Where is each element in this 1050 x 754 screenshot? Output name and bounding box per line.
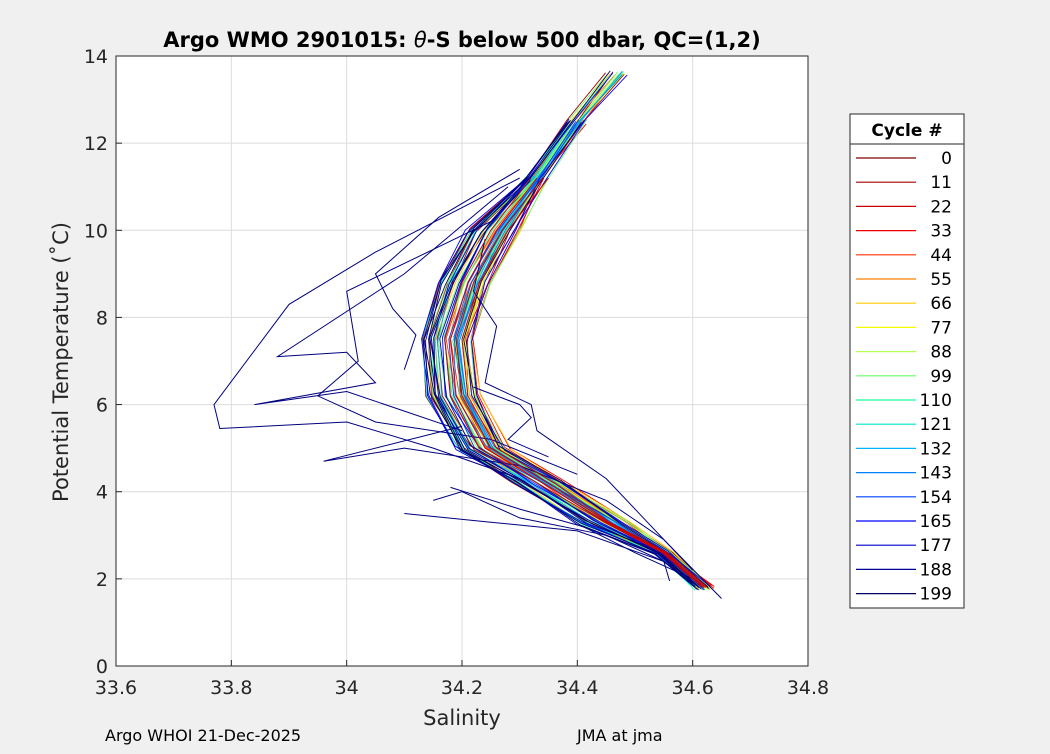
x-tick-label: 34.6 (672, 677, 714, 699)
profile-curves (213, 70, 722, 599)
legend-label: 44 (930, 246, 952, 266)
anomalous-profile-line (374, 168, 520, 370)
early-cycle-profile-line (444, 177, 703, 588)
legend-label: 55 (930, 270, 952, 290)
early-cycle-profile-line (455, 177, 707, 588)
y-tick-label: 8 (96, 307, 108, 329)
legend-label: 143 (920, 464, 952, 484)
legend: Cycle # 0 11 22 33 44 55 66 77 88 99 110 121 132 143 1… (849, 113, 965, 609)
profile-line (471, 74, 711, 587)
footer-left: Argo WHOI 21-Dec-2025 (105, 726, 301, 745)
anomalous-profile-line (213, 177, 520, 480)
profile-line (466, 119, 710, 589)
early-cycle-profile-line (449, 177, 705, 588)
chart-title: Argo WMO 2901015: θ-S below 500 dbar, QC… (163, 28, 760, 52)
legend-label: 132 (920, 439, 952, 459)
y-tick-label: 14 (84, 46, 108, 68)
anomalous-profile-line (450, 486, 693, 580)
tick-labels: 33.6 33.8 34 34.2 34.4 34.6 34.8 0 2 4 6 8 10 12 14 (84, 46, 829, 699)
x-tick-label: 34 (335, 677, 359, 699)
anomalous-profile-line (472, 238, 694, 571)
x-tick-label: 34.4 (556, 677, 598, 699)
anomalous-profile-line (473, 386, 549, 458)
legend-label: 22 (930, 197, 952, 217)
y-tick-label: 2 (96, 569, 108, 591)
legend-label: 77 (930, 318, 952, 338)
legend-label: 11 (930, 173, 952, 193)
x-axis-label: Salinity (423, 706, 501, 730)
legend-label: 199 (920, 585, 952, 605)
legend-label: 177 (920, 536, 952, 556)
anomalous-profile-line (316, 221, 578, 475)
x-tick-label: 34.8 (787, 677, 829, 699)
profile-line (430, 120, 697, 590)
legend-label: 165 (920, 512, 952, 532)
x-tick-label: 34.2 (441, 677, 483, 699)
footer-right: JMA at jma (576, 726, 663, 745)
anomalous-profile-line (254, 186, 509, 432)
legend-box (849, 113, 965, 609)
legend-label: 188 (920, 560, 952, 580)
profile-line (428, 120, 696, 587)
legend-label: 0 (941, 149, 952, 169)
anomalous-profile-line (404, 513, 671, 582)
profile-line (443, 119, 703, 588)
anomalous-profile-line (433, 491, 694, 584)
legend-entries: 0 11 22 33 44 55 66 77 88 99 110 121 132 143 154 165 177… (856, 149, 952, 605)
legend-label: 88 (930, 343, 952, 363)
y-tick-label: 6 (96, 395, 108, 417)
profile-line (423, 70, 698, 590)
legend-label: 99 (930, 367, 952, 387)
y-tick-label: 12 (84, 133, 108, 155)
legend-label: 121 (920, 415, 952, 435)
legend-label: 110 (920, 391, 952, 411)
profile-line (470, 118, 712, 588)
legend-label: 154 (920, 488, 952, 508)
legend-title: Cycle # (871, 121, 942, 141)
x-tick-label: 33.8 (210, 677, 252, 699)
profile-line (439, 175, 702, 590)
y-tick-label: 4 (96, 482, 108, 504)
early-cycle-profile-line (461, 177, 709, 588)
y-tick-label: 0 (96, 656, 108, 678)
x-tick-label: 33.6 (95, 677, 137, 699)
y-axis-label: Potential Temperature (˚C) (49, 222, 73, 502)
y-tick-label: 10 (84, 220, 108, 242)
profile-line (429, 180, 699, 587)
legend-label: 66 (930, 294, 952, 314)
profile-line (462, 177, 713, 590)
legend-label: 33 (930, 222, 952, 242)
